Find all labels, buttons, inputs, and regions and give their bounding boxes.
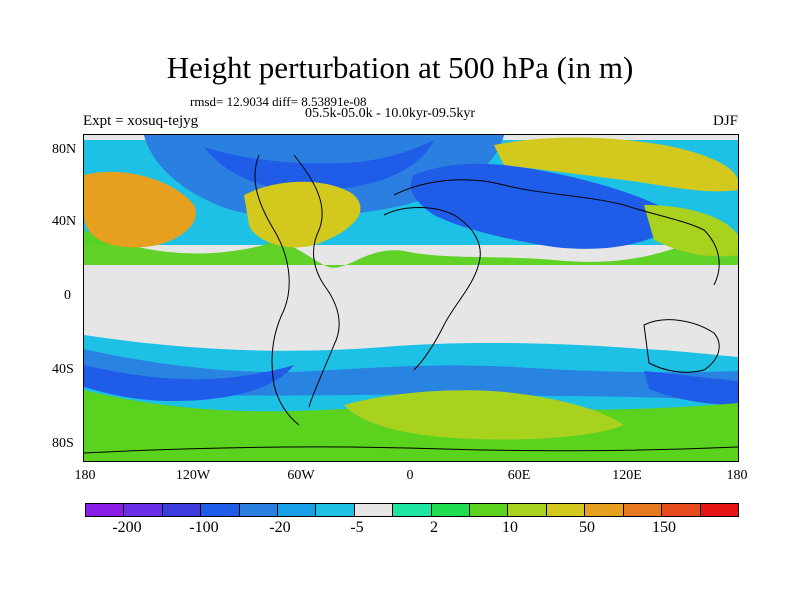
north-band-green — [84, 230, 738, 268]
colorbar-label-4: -5 — [350, 519, 364, 536]
colorbar-swatch-12 — [508, 504, 547, 516]
chart-title: Height perturbation at 500 hPa (in m) — [166, 50, 634, 85]
arctic-low-strong — [204, 140, 434, 191]
lon-label-180e: 180 — [726, 468, 748, 483]
colorbar-swatch-1 — [86, 504, 125, 516]
lon-label-180w: 180 — [74, 468, 96, 483]
period-text: 05.5k-05.0k - 10.0kyr-09.5kyr — [305, 106, 476, 121]
eurasia-coast — [393, 179, 720, 286]
lon-label-60e: 60E — [507, 468, 531, 483]
colorbar-label-1: -200 — [112, 519, 142, 536]
colorbar-label-7: 50 — [579, 519, 595, 536]
colorbar-label-2: -100 — [189, 519, 219, 536]
antarctica-coast — [84, 446, 738, 454]
africa-coast — [383, 207, 481, 371]
colorbar-swatch-15 — [623, 504, 663, 516]
colorbar-swatch-13 — [546, 504, 586, 516]
colorbar-swatch-14 — [585, 504, 624, 516]
colorbar — [85, 503, 739, 517]
season-label: DJF — [713, 113, 739, 129]
colorbar-swatch-8 — [354, 504, 394, 516]
southern-low-strong-east — [644, 371, 738, 405]
map-plot — [83, 134, 739, 462]
colorbar-swatch-2 — [124, 504, 163, 516]
colorbar-label-8: 150 — [652, 519, 676, 536]
pacific-high — [84, 171, 196, 248]
lon-label-60w: 60W — [287, 468, 315, 483]
lon-label-120e: 120E — [612, 468, 642, 483]
map-field-svg — [84, 135, 738, 461]
eurasia-low — [410, 163, 684, 249]
colorbar-swatch-11 — [470, 504, 509, 516]
australia-coast — [643, 319, 720, 373]
lat-label-80n: 80N — [52, 142, 77, 157]
lon-label-0: 0 — [406, 468, 414, 483]
colorbar-swatch-3 — [162, 504, 202, 516]
americas-coast-east — [293, 154, 340, 408]
colorbar-label-6: 10 — [502, 519, 518, 536]
southern-low-strong-west — [84, 365, 294, 401]
colorbar-label-5: 2 — [430, 519, 438, 536]
colorbar-swatch-10 — [431, 504, 471, 516]
southern-ocean-pos — [344, 390, 624, 440]
atlantic-high — [244, 181, 361, 248]
experiment-label: Expt = xosuq-tejyg — [83, 113, 199, 129]
colorbar-swatch-7 — [316, 504, 355, 516]
lat-label-40s: 40S — [52, 362, 74, 377]
colorbar-swatch-17 — [700, 504, 738, 516]
colorbar-swatch-16 — [662, 504, 701, 516]
lat-label-0: 0 — [64, 288, 71, 303]
colorbar-label-3: -20 — [269, 519, 291, 536]
americas-coast — [254, 154, 300, 426]
siberia-high — [494, 137, 738, 192]
stats-text: rmsd= 12.9034 diff= 8.53891e-08 — [190, 94, 367, 109]
colorbar-swatch-6 — [278, 504, 317, 516]
lat-label-40n: 40N — [52, 214, 77, 229]
lat-label-80s: 80S — [52, 436, 74, 451]
colorbar-swatch-9 — [393, 504, 432, 516]
coastlines — [84, 154, 738, 454]
colorbar-swatch-4 — [201, 504, 240, 516]
lon-label-120w: 120W — [175, 468, 211, 483]
colorbar-swatch-5 — [239, 504, 279, 516]
